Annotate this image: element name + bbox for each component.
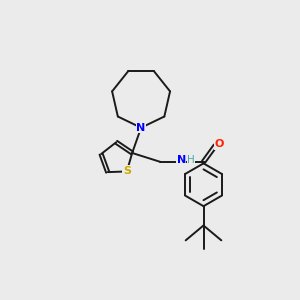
Text: S: S: [123, 166, 131, 176]
Text: H: H: [187, 154, 195, 164]
Text: O: O: [214, 139, 224, 149]
Text: N: N: [136, 123, 146, 133]
Text: N: N: [177, 154, 186, 164]
